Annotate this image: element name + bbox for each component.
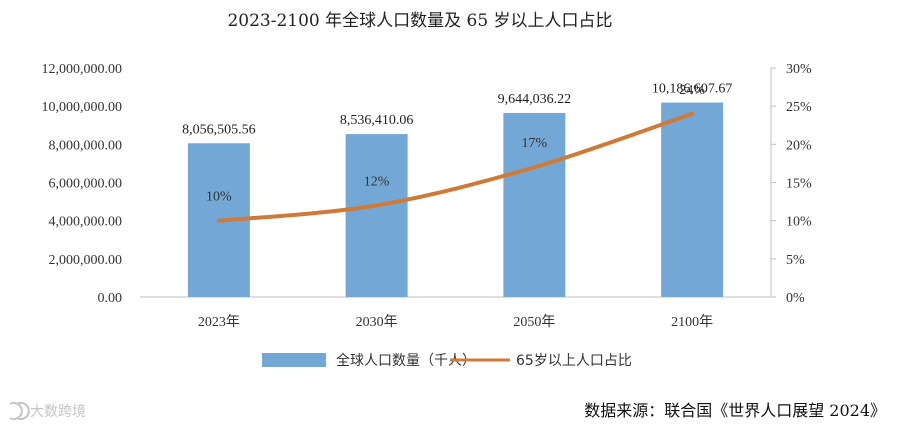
y-tick-label: 4,000,000.00: [49, 215, 123, 230]
bar-series: [187, 102, 724, 298]
y2-tick-label: 10%: [786, 215, 812, 230]
source-note: 数据来源：联合国《世界人口展望 2024》: [584, 401, 886, 420]
y-tick-label: 12,000,000.00: [42, 62, 123, 77]
line-path: [216, 111, 695, 223]
watermark-text: 大数跨境: [30, 404, 86, 420]
bar: [661, 102, 724, 298]
x-tick-label: 2023年: [198, 314, 240, 330]
bar: [345, 134, 408, 297]
line-series: [216, 111, 695, 223]
line-value-label: 24%: [679, 83, 705, 98]
legend: 全球人口数量（千人） 65岁以上人口占比: [262, 352, 632, 369]
y-tick-label: 8,000,000.00: [49, 138, 123, 153]
chart-title: 2023-2100 年全球人口数量及 65 岁以上人口占比: [227, 11, 612, 31]
y-tick-label: 6,000,000.00: [49, 177, 123, 192]
watermark: 大数跨境: [9, 402, 86, 420]
bar-value-label: 8,056,505.56: [182, 122, 256, 137]
y2-tick-label: 15%: [786, 177, 812, 192]
y-tick-label: 10,000,000.00: [42, 100, 123, 115]
y2-tick-label: 25%: [786, 100, 812, 115]
axes: 0.00 2,000,000.00 4,000,000.00 6,000,000.00…: [42, 62, 813, 330]
bar-value-label: 8,536,410.06: [340, 113, 414, 128]
x-tick-label: 2100年: [671, 314, 713, 330]
y-tick-label: 0.00: [98, 291, 123, 306]
y2-tick-label: 0%: [786, 291, 805, 306]
legend-line-label: 65岁以上人口占比: [516, 353, 632, 369]
y2-tick-label: 30%: [786, 62, 812, 77]
bar-value-label: 10,186,607.67: [652, 82, 733, 97]
y2-tick-label: 20%: [786, 138, 812, 153]
data-labels: 8,056,505.56 8,536,410.06 9,644,036.22 10,1…: [182, 82, 732, 205]
x-tick-label: 2050年: [513, 314, 555, 330]
line-value-label: 10%: [206, 190, 232, 205]
bar: [503, 112, 566, 297]
x-tick-label: 2030年: [356, 314, 398, 330]
legend-bar-label: 全球人口数量（千人）: [336, 352, 476, 369]
logo-icon: [9, 402, 30, 420]
y-tick-label: 2,000,000.00: [49, 253, 123, 268]
line-value-label: 12%: [364, 174, 390, 189]
line-value-label: 17%: [522, 136, 548, 151]
legend-bar-swatch: [262, 353, 326, 367]
y2-tick-label: 5%: [786, 253, 805, 268]
bar-value-label: 9,644,036.22: [498, 92, 572, 107]
